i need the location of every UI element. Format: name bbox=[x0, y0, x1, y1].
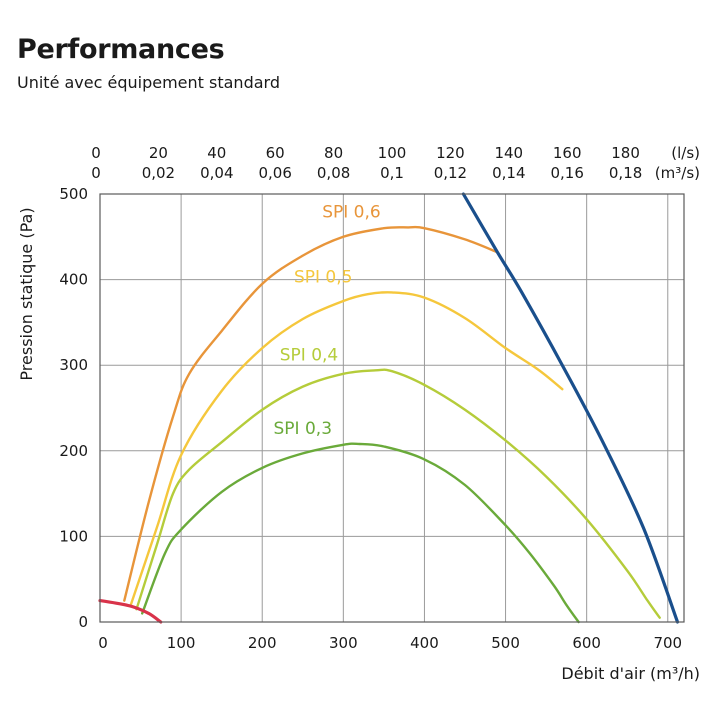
spi-0-5-label: SPI 0,5 bbox=[294, 267, 353, 287]
minimum-flow-curve bbox=[98, 599, 163, 624]
top-tick-ls: 80 bbox=[324, 144, 343, 162]
y-tick-label: 400 bbox=[59, 271, 88, 289]
x-tick-label: 300 bbox=[329, 634, 358, 652]
spi-0-3-label: SPI 0,3 bbox=[274, 419, 333, 439]
top-tick-m3s: 0,02 bbox=[142, 164, 175, 182]
plot-area-border bbox=[99, 193, 685, 623]
grid bbox=[100, 194, 684, 622]
page-subtitle: Unité avec équipement standard bbox=[17, 73, 280, 92]
top-tick-m3s: 0,16 bbox=[550, 164, 583, 182]
x-tick-label: 400 bbox=[410, 634, 439, 652]
spi-0-6-curve bbox=[123, 225, 499, 602]
ticks: 0 100 200 300 400 500 600 700010020030040050000… bbox=[59, 144, 700, 652]
x-tick-label: 0 bbox=[98, 634, 108, 652]
top-tick-m3s: 0,08 bbox=[317, 164, 350, 182]
top-tick-m3s: 0,14 bbox=[492, 164, 525, 182]
curve-labels: SPI 0,6 SPI 0,5 SPI 0,4 SPI 0,3 bbox=[274, 202, 381, 439]
x-tick-label: 100 bbox=[167, 634, 196, 652]
top-tick-ls: 120 bbox=[436, 144, 465, 162]
top-axis-ls-unit: (l/s) bbox=[671, 144, 700, 162]
spi-0-5-curve bbox=[129, 291, 564, 607]
top-tick-m3s: 0 bbox=[91, 164, 101, 182]
page-title: Performances bbox=[17, 34, 225, 65]
system-limit-curve bbox=[461, 192, 680, 624]
y-tick-label: 100 bbox=[59, 527, 88, 545]
y-tick-label: 0 bbox=[78, 613, 88, 631]
y-axis-label: Pression statique (Pa) bbox=[17, 207, 36, 380]
top-tick-m3s: 0,12 bbox=[434, 164, 467, 182]
top-tick-ls: 20 bbox=[149, 144, 168, 162]
top-tick-ls: 0 bbox=[91, 144, 101, 162]
top-tick-ls: 140 bbox=[494, 144, 523, 162]
top-tick-m3s: 0,1 bbox=[380, 164, 404, 182]
curves bbox=[98, 192, 680, 624]
top-tick-ls: 180 bbox=[611, 144, 640, 162]
x-tick-label: 600 bbox=[572, 634, 601, 652]
y-tick-label: 200 bbox=[59, 442, 88, 460]
plot-frame bbox=[99, 193, 685, 623]
spi-0-6-label: SPI 0,6 bbox=[322, 202, 381, 222]
top-tick-m3s: 0,04 bbox=[200, 164, 233, 182]
top-tick-ls: 100 bbox=[378, 144, 407, 162]
top-axis-m3s-unit: (m³/s) bbox=[655, 164, 700, 182]
spi-0-4-label: SPI 0,4 bbox=[280, 345, 339, 365]
x-tick-label: 200 bbox=[248, 634, 277, 652]
x-axis-label: Débit d'air (m³/h) bbox=[561, 664, 700, 683]
top-tick-ls: 60 bbox=[266, 144, 285, 162]
top-tick-ls: 160 bbox=[553, 144, 582, 162]
top-tick-m3s: 0,18 bbox=[609, 164, 642, 182]
top-tick-ls: 40 bbox=[207, 144, 226, 162]
x-tick-label: 500 bbox=[491, 634, 520, 652]
spi-0-3-curve bbox=[141, 442, 580, 624]
x-tick-label: 700 bbox=[653, 634, 682, 652]
spi-0-4-curve bbox=[135, 368, 661, 619]
y-tick-label: 300 bbox=[59, 356, 88, 374]
top-tick-m3s: 0,06 bbox=[258, 164, 291, 182]
y-tick-label: 500 bbox=[59, 185, 88, 203]
